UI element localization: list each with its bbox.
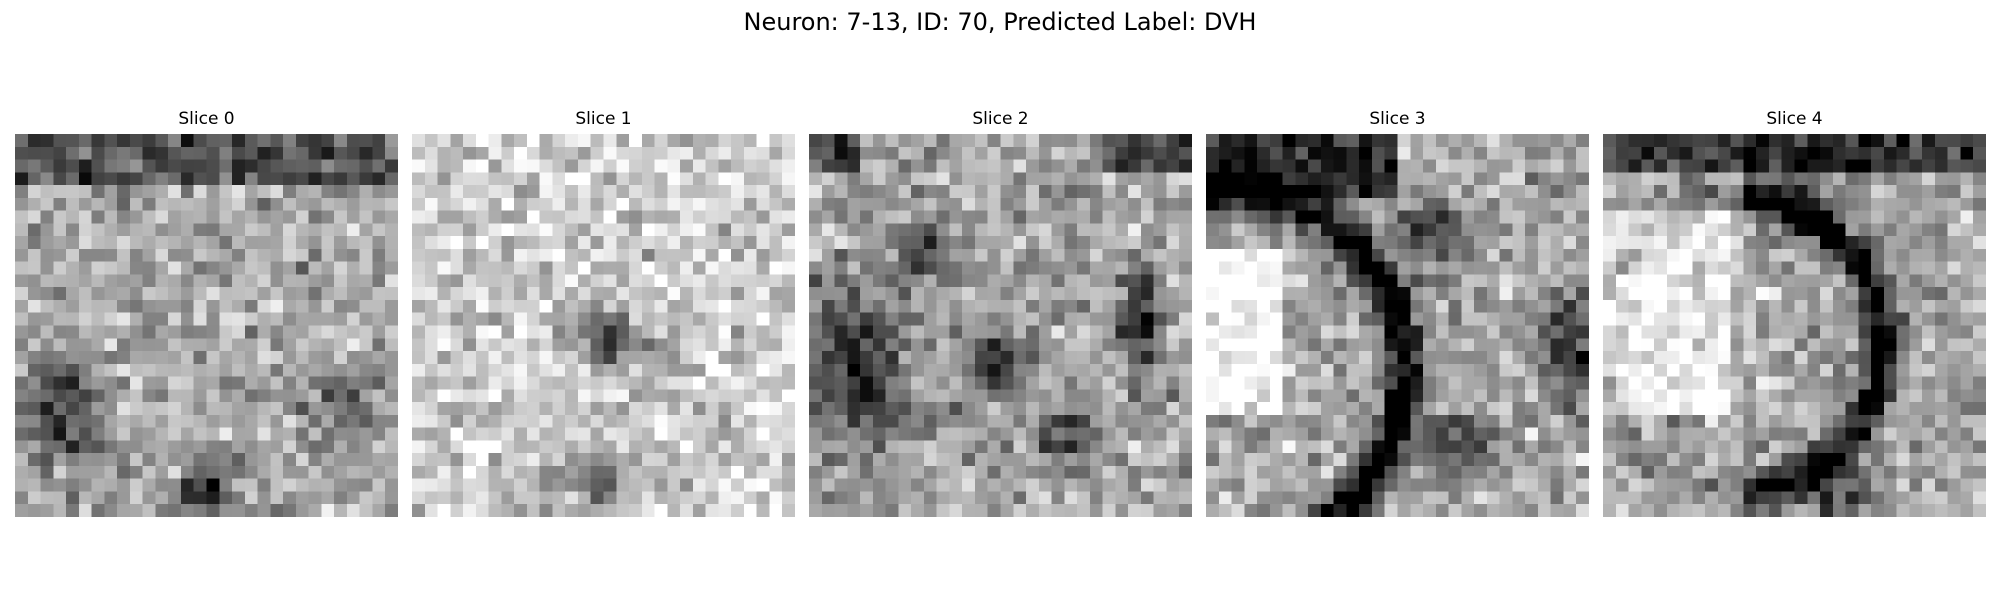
slice-image-3 bbox=[1206, 134, 1589, 517]
slice-image-1 bbox=[412, 134, 795, 517]
slice-title-3: Slice 3 bbox=[1369, 109, 1426, 129]
slice-image-4 bbox=[1603, 134, 1986, 517]
slice-image-0 bbox=[15, 134, 398, 517]
slice-panel-3: Slice 3 bbox=[1206, 108, 1589, 517]
figure-title: Neuron: 7-13, ID: 70, Predicted Label: D… bbox=[743, 8, 1257, 36]
slice-panel-2: Slice 2 bbox=[809, 108, 1192, 517]
slice-image-2 bbox=[809, 134, 1192, 517]
slice-title-1: Slice 1 bbox=[575, 109, 632, 129]
slice-panel-1: Slice 1 bbox=[412, 108, 795, 517]
slice-title-0: Slice 0 bbox=[178, 109, 235, 129]
slice-title-4: Slice 4 bbox=[1766, 109, 1823, 129]
slice-panel-4: Slice 4 bbox=[1603, 108, 1986, 517]
slice-title-2: Slice 2 bbox=[972, 109, 1029, 129]
slice-panel-0: Slice 0 bbox=[15, 108, 398, 517]
